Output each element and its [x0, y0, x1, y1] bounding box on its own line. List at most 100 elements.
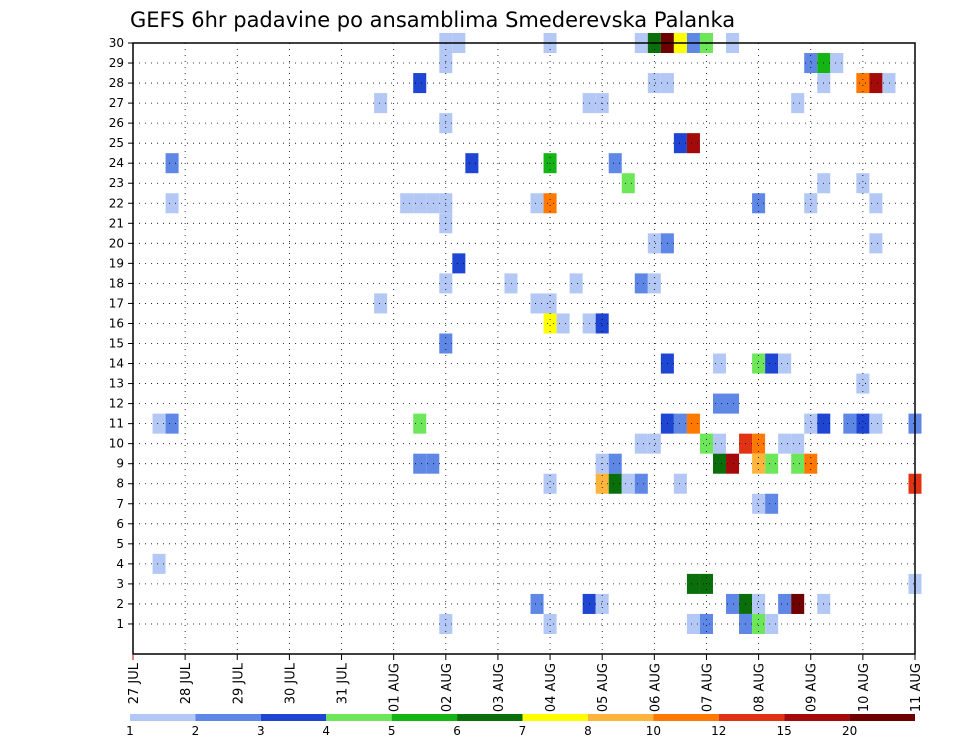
chart-title: GEFS 6hr padavine po ansamblima Smederev…: [130, 8, 735, 32]
heatmap-cell: [413, 453, 427, 474]
colorbar-segment: [587, 714, 654, 721]
heatmap-cell: [426, 193, 440, 214]
y-tick-label: 9: [116, 457, 124, 471]
colorbar-segment: [718, 714, 785, 721]
x-axis: 27 JUL 28 JUL 29 JUL 30 JUL 31 JUL 01 AUG 02 A…: [127, 654, 924, 712]
heatmap-cell: [856, 413, 870, 434]
heatmap-cell: [765, 613, 779, 634]
heatmap-cell: [595, 593, 609, 614]
heatmap-cell: [686, 613, 700, 634]
heatmap-cell: [152, 553, 166, 574]
y-tick-label: 16: [109, 316, 124, 330]
heatmap-cell: [647, 73, 661, 94]
heatmap-cell: [804, 53, 818, 74]
colorbar-label: 5: [388, 724, 396, 738]
heatmap-cell: [673, 413, 687, 434]
heatmap-cell: [882, 73, 896, 94]
heatmap-cell: [374, 93, 388, 114]
x-tick-label: 05 AUG: [596, 663, 611, 712]
heatmap-cell: [452, 253, 466, 274]
heatmap-cell: [647, 233, 661, 254]
heatmap-cell: [413, 193, 427, 214]
heatmap-cell: [765, 493, 779, 514]
heatmap-cell: [712, 393, 727, 414]
x-tick-label: 29 JUL: [231, 662, 246, 704]
heatmap-cell: [856, 173, 870, 194]
y-tick-label: 30: [109, 36, 124, 50]
y-tick-label: 27: [109, 96, 124, 110]
y-axis: 1234567891011121314151617181920212223242…: [109, 36, 133, 631]
y-tick-label: 8: [116, 477, 124, 491]
heatmap-cell: [673, 133, 687, 154]
colorbar-label: 12: [711, 724, 726, 738]
heatmap-cell: [374, 293, 388, 314]
heatmap-cell: [530, 193, 544, 214]
y-tick-label: 25: [109, 136, 124, 150]
colorbar-label: 20: [842, 724, 857, 738]
heatmap-cell: [856, 373, 870, 394]
heatmap-cell: [413, 413, 427, 434]
colorbar-label: 7: [519, 724, 527, 738]
heatmap-cell: [752, 353, 766, 374]
colorbar-label: 6: [453, 724, 461, 738]
heatmap-cell: [712, 453, 727, 474]
colorbar-label: 3: [257, 724, 265, 738]
y-tick-label: 26: [109, 116, 124, 130]
colorbar-label: 1: [126, 724, 134, 738]
y-tick-label: 2: [116, 597, 124, 611]
y-tick-label: 6: [116, 517, 124, 531]
heatmap-cell: [869, 413, 883, 434]
y-tick-label: 4: [116, 557, 124, 571]
heatmap-cell: [400, 193, 414, 214]
heatmap-cell: [843, 413, 857, 434]
heatmap-cell: [686, 573, 700, 594]
heatmap-cell: [726, 593, 740, 614]
x-tick-label: 31 JUL: [336, 662, 351, 704]
y-tick-label: 13: [109, 377, 124, 391]
heatmap-cell: [543, 613, 557, 634]
colorbar-label: 2: [192, 724, 200, 738]
heatmap-cell: [621, 473, 635, 494]
y-tick-label: 11: [109, 417, 124, 431]
heatmap-cell: [608, 153, 622, 174]
y-tick-label: 29: [109, 56, 124, 70]
heatmap-cell: [830, 53, 844, 74]
heatmap-cell: [634, 273, 648, 294]
y-tick-label: 14: [109, 357, 124, 371]
y-tick-label: 17: [109, 296, 124, 310]
y-tick-label: 12: [109, 397, 124, 411]
heatmap-cell: [699, 433, 713, 454]
heatmap-cell: [712, 433, 727, 454]
heatmap-cell: [608, 473, 622, 494]
colorbar-segment: [260, 714, 327, 721]
heatmap-cell: [778, 353, 792, 374]
heatmap-cell: [778, 593, 792, 614]
heatmap-cell: [856, 73, 870, 94]
heatmap-cell: [543, 293, 557, 314]
x-tick-label: 03 AUG: [492, 663, 507, 712]
heatmap-cell: [869, 193, 883, 214]
x-tick-label: 04 AUG: [544, 663, 559, 712]
heatmap-cell: [752, 493, 766, 514]
heatmap-cell: [543, 313, 557, 334]
colorbar-label: 15: [777, 724, 792, 738]
heatmap-cell: [504, 273, 518, 294]
heatmap-cell: [686, 413, 700, 434]
heatmap-cell: [608, 453, 622, 474]
heatmap-cell: [621, 173, 635, 194]
y-tick-label: 20: [109, 236, 124, 250]
colorbar-segment: [849, 714, 915, 721]
colorbar-segment: [130, 714, 196, 721]
heatmap-cell: [791, 593, 805, 614]
heatmap-cell: [869, 73, 883, 94]
heatmap-cell: [752, 193, 766, 214]
x-tick-label: 11 AUG: [909, 663, 924, 712]
heatmap-cell: [778, 433, 792, 454]
colorbar-segment: [391, 714, 458, 721]
heatmap-cell: [752, 613, 766, 634]
heatmap-cells: [152, 32, 922, 634]
x-tick-label: 07 AUG: [700, 663, 715, 712]
heatmap-cell: [686, 133, 700, 154]
heatmap-cell: [804, 413, 818, 434]
